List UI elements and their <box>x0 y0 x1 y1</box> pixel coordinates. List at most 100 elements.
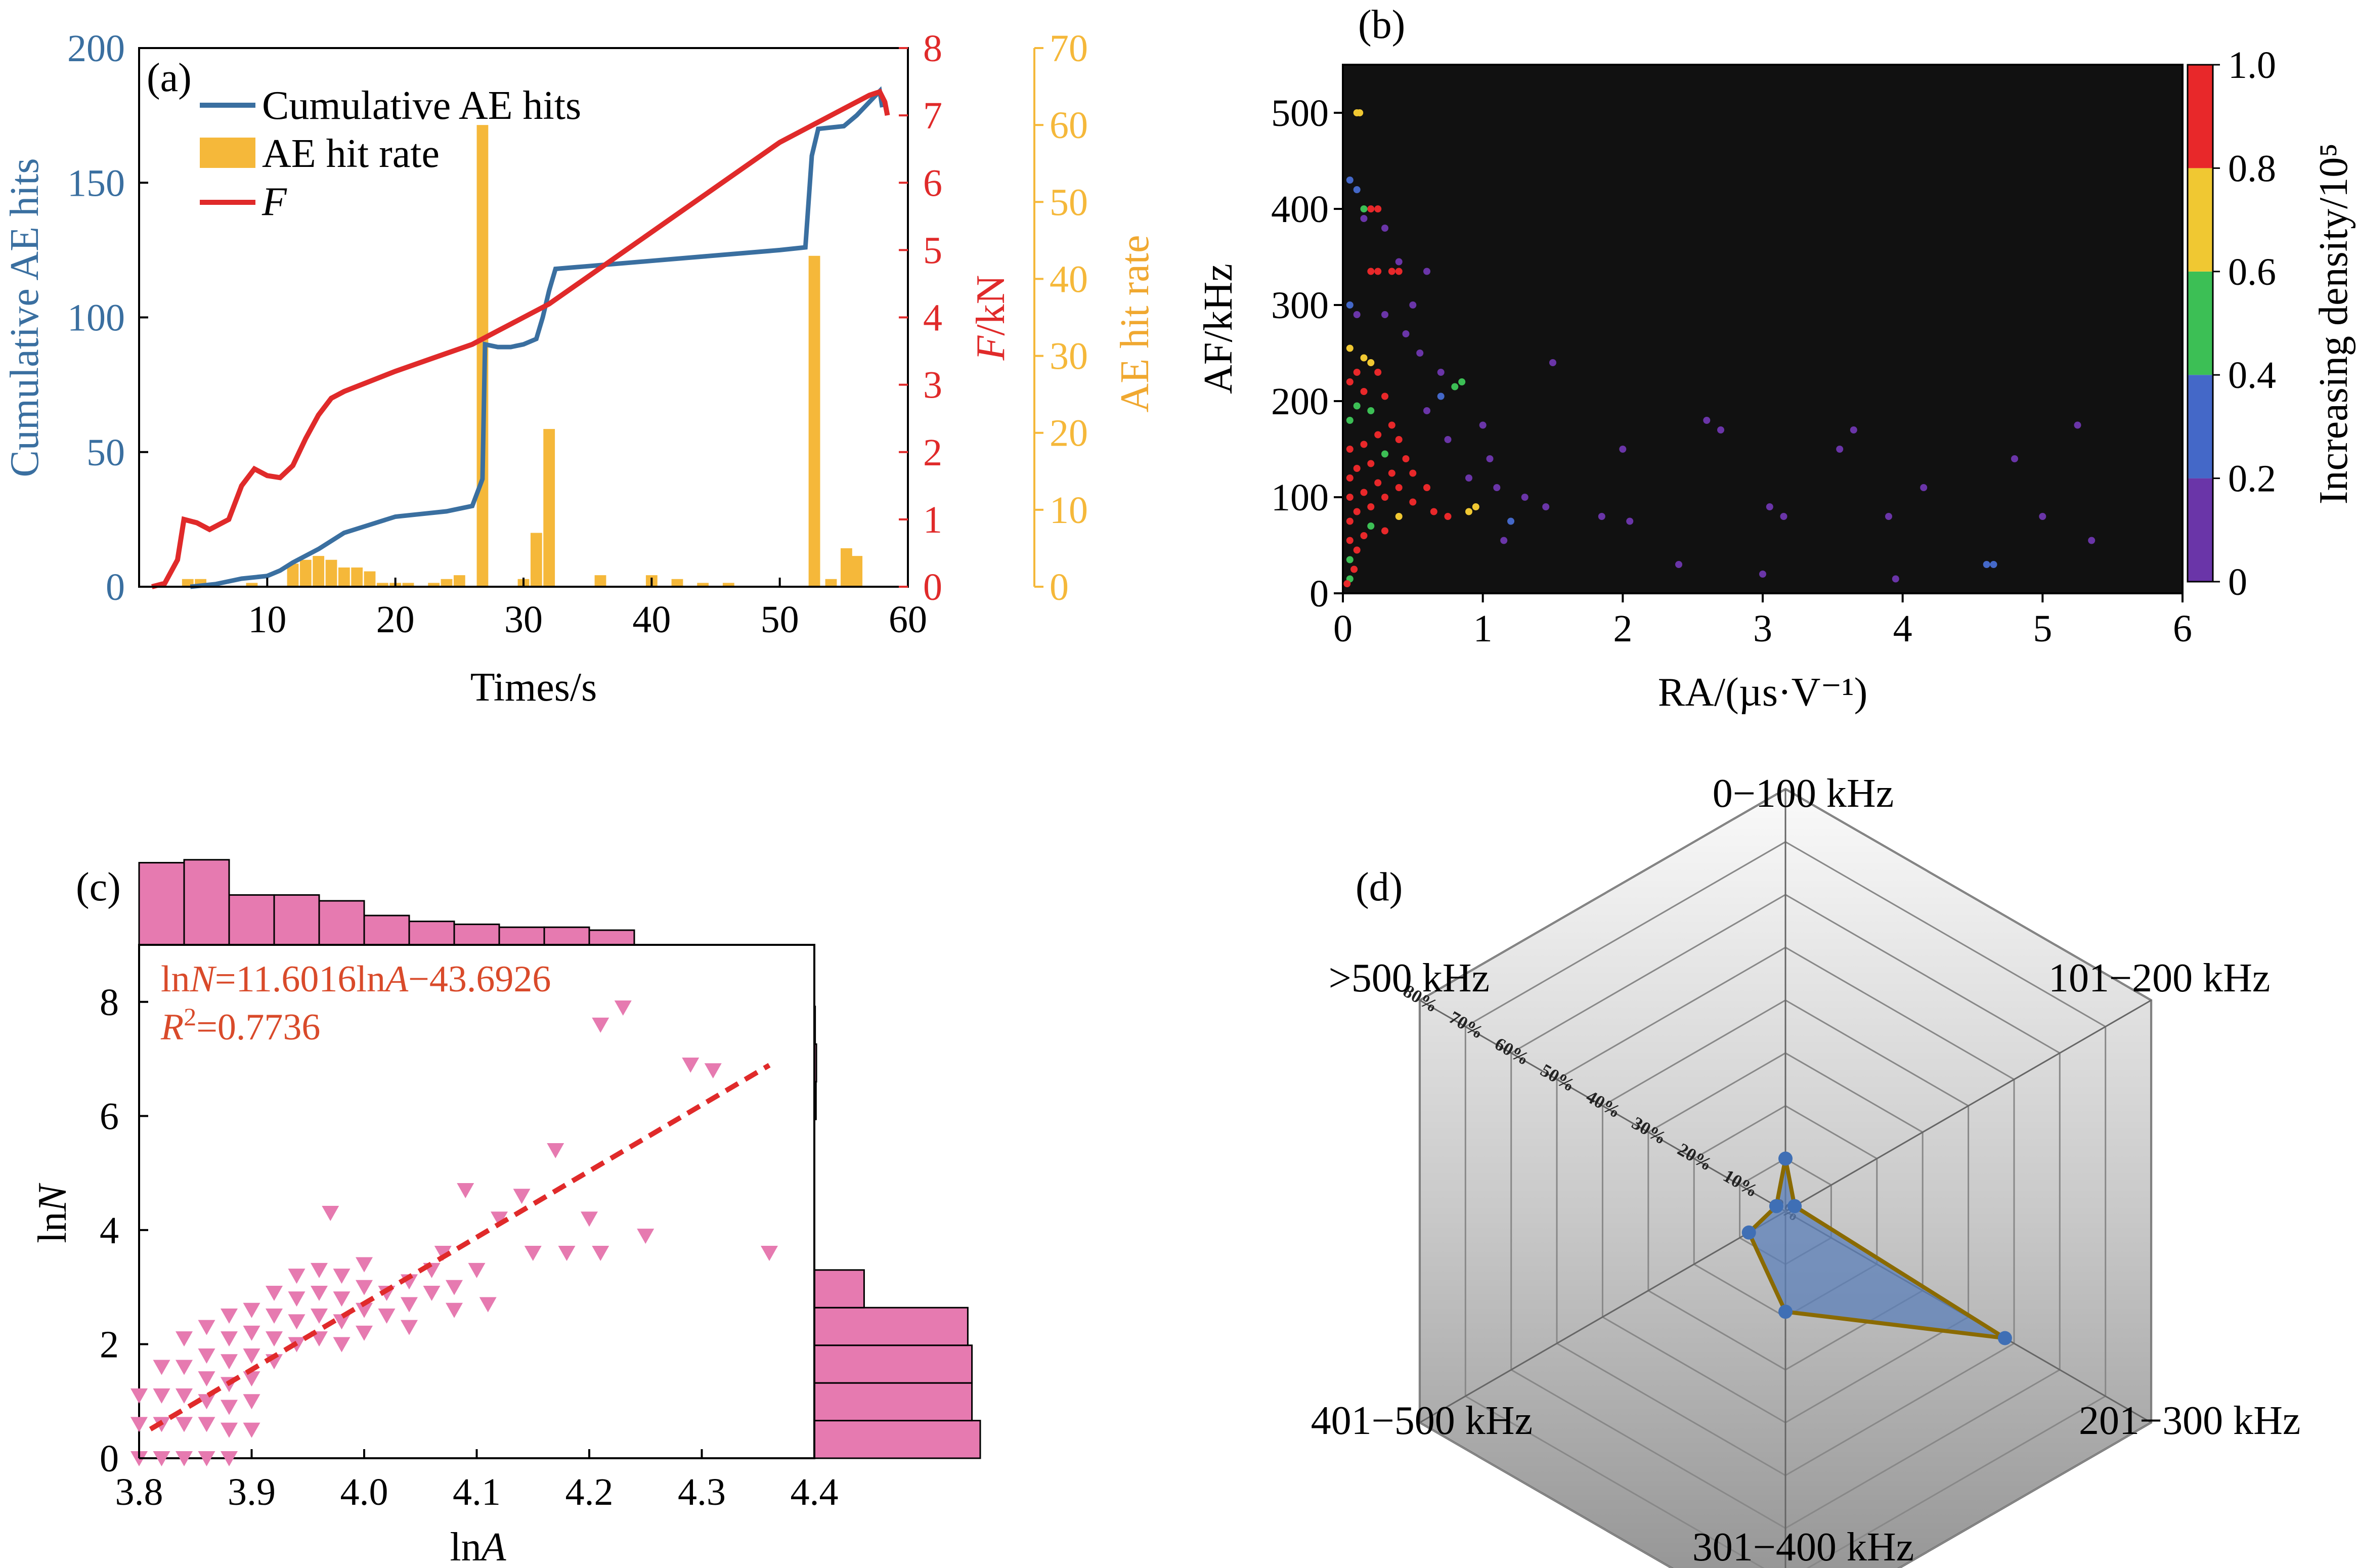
x-tick-label: 20 <box>376 598 415 641</box>
right-tick-label: 30 <box>1050 335 1088 378</box>
x-tick-label: 4.1 <box>453 1471 501 1513</box>
radar-category-labels: 0−100 kHz 101−200 kHz 201−300 kHz 301−400 k… <box>1311 771 2301 1568</box>
lnN-lnA-point <box>130 1388 148 1404</box>
x-tick-label: 1 <box>1473 607 1493 650</box>
panel-b-colorbar-label: Increasing density/10⁵ <box>2311 143 2356 504</box>
lnN-lnA-point <box>221 1400 238 1415</box>
panel-c-r-squared: R2=0.7736 <box>160 1003 320 1048</box>
panel-c: 3.8 3.9 4.0 4.1 4.2 4.3 4.4 0 2 4 6 8 (c) lnN=11.6… <box>30 859 981 1568</box>
af-ra-point <box>1920 484 1928 491</box>
af-ra-point <box>1892 575 1899 583</box>
af-ra-point <box>1990 561 1997 568</box>
af-ra-point <box>1346 344 1354 352</box>
right-tick-label: 0 <box>1050 566 1069 608</box>
af-ra-point <box>1353 508 1361 515</box>
lnN-lnA-point <box>221 1331 238 1347</box>
ae-hit-rate-bar <box>851 556 863 587</box>
radar-spoke <box>1419 1210 1786 1423</box>
lnN-lnA-point <box>333 1291 351 1307</box>
af-ra-point <box>1346 301 1354 309</box>
top-histogram-bar <box>273 894 320 946</box>
ae-hit-rate-bar <box>299 559 312 587</box>
lnN-lnA-point <box>198 1394 215 1410</box>
ae-hit-rate-bar <box>287 563 299 587</box>
af-ra-point <box>1381 311 1388 318</box>
lnN-lnA-point <box>356 1325 373 1341</box>
y-tick-label: 4 <box>100 1209 119 1252</box>
top-histogram-bar <box>183 859 230 946</box>
panel-a-left-axis-label: Cumulative AE hits <box>3 158 47 477</box>
af-ra-point <box>1885 513 1892 520</box>
lnN-lnA-point <box>423 1285 441 1301</box>
lnN-lnA-point <box>221 1451 238 1466</box>
top-histogram-bar <box>408 921 455 946</box>
radar-data-point <box>1787 1199 1802 1213</box>
af-ra-point <box>1356 109 1364 116</box>
af-ra-point <box>1367 460 1375 467</box>
lnN-lnA-point <box>322 1206 339 1222</box>
top-histogram-bar <box>543 926 590 946</box>
af-ra-point <box>1521 494 1529 501</box>
af-ra-point <box>1346 446 1354 453</box>
af-ra-point <box>1346 378 1354 385</box>
af-ra-point <box>1367 522 1375 530</box>
af-ra-point <box>1374 369 1382 376</box>
af-ra-point <box>1402 455 1410 462</box>
lnN-lnA-point <box>468 1262 486 1278</box>
lnN-lnA-point <box>356 1302 373 1318</box>
radar-data-point <box>1769 1199 1783 1213</box>
af-ra-point <box>1444 436 1452 443</box>
right-histogram-bar <box>813 1420 981 1459</box>
af-ra-point <box>1507 517 1514 525</box>
lnN-lnA-point <box>333 1314 351 1330</box>
lnN-lnA-point <box>479 1297 497 1313</box>
lnN-lnA-point <box>153 1360 170 1375</box>
colorbar-frame <box>2187 64 2214 583</box>
af-ra-point <box>1367 268 1375 275</box>
radar-spoke <box>1419 999 1786 1212</box>
ae-hit-rate-bar <box>530 533 542 587</box>
af-ra-point <box>1395 436 1403 443</box>
colorbar-segment <box>2188 478 2213 582</box>
lnN-lnA-point <box>704 1063 722 1079</box>
lnN-lnA-point <box>434 1246 452 1261</box>
af-ra-point <box>1437 393 1445 400</box>
af-ra-point <box>1836 446 1844 453</box>
af-ra-point <box>1374 268 1382 275</box>
left-tick-label: 150 <box>67 162 125 204</box>
lnN-lnA-point <box>288 1291 306 1307</box>
af-ra-point <box>1381 225 1388 232</box>
af-ra-point <box>1367 503 1375 510</box>
colorbar-tick-label: 0.4 <box>2228 354 2276 397</box>
ae-hit-rate-bar <box>594 575 606 587</box>
radar-data-point <box>1778 1151 1793 1166</box>
y-tick-label: 0 <box>1310 573 1329 615</box>
af-ra-point <box>1353 186 1361 193</box>
lnN-lnA-point <box>558 1246 576 1261</box>
lnN-lnA-point <box>243 1325 260 1341</box>
panel-b-colorbar: 0 0.2 0.4 0.6 0.8 1.0 <box>2187 44 2276 603</box>
colorbar-segment <box>2188 168 2213 272</box>
af-ra-point <box>1416 350 1424 357</box>
ae-hit-rate-bar <box>841 548 852 587</box>
panel-d: 0%10%20%30%40%50%60%70%80% 0−100 kHz101−… <box>1311 771 2301 1568</box>
ae-hit-rate-bar <box>376 583 388 587</box>
af-ra-point <box>1486 455 1494 462</box>
af-ra-point <box>1983 561 1990 568</box>
af-ra-point <box>1409 498 1417 506</box>
panel-c-label: (c) <box>76 865 121 909</box>
right-histogram-bar <box>813 1382 973 1422</box>
lnN-lnA-point <box>198 1320 215 1335</box>
af-ra-point <box>1381 450 1388 458</box>
af-ra-point <box>1381 393 1388 400</box>
mid-tick-label: 3 <box>923 364 942 407</box>
x-tick-label: 6 <box>2173 607 2192 650</box>
af-ra-point <box>1465 508 1472 515</box>
lnN-lnA-point <box>176 1360 193 1375</box>
right-histogram-bar <box>813 1306 969 1346</box>
lnN-lnA-point <box>311 1285 328 1301</box>
ae-hit-rate-bar <box>543 429 555 587</box>
ae-hit-rate-bars <box>182 125 863 587</box>
legend-label-rate: AE hit rate <box>262 132 440 176</box>
af-ra-point <box>1367 205 1375 212</box>
